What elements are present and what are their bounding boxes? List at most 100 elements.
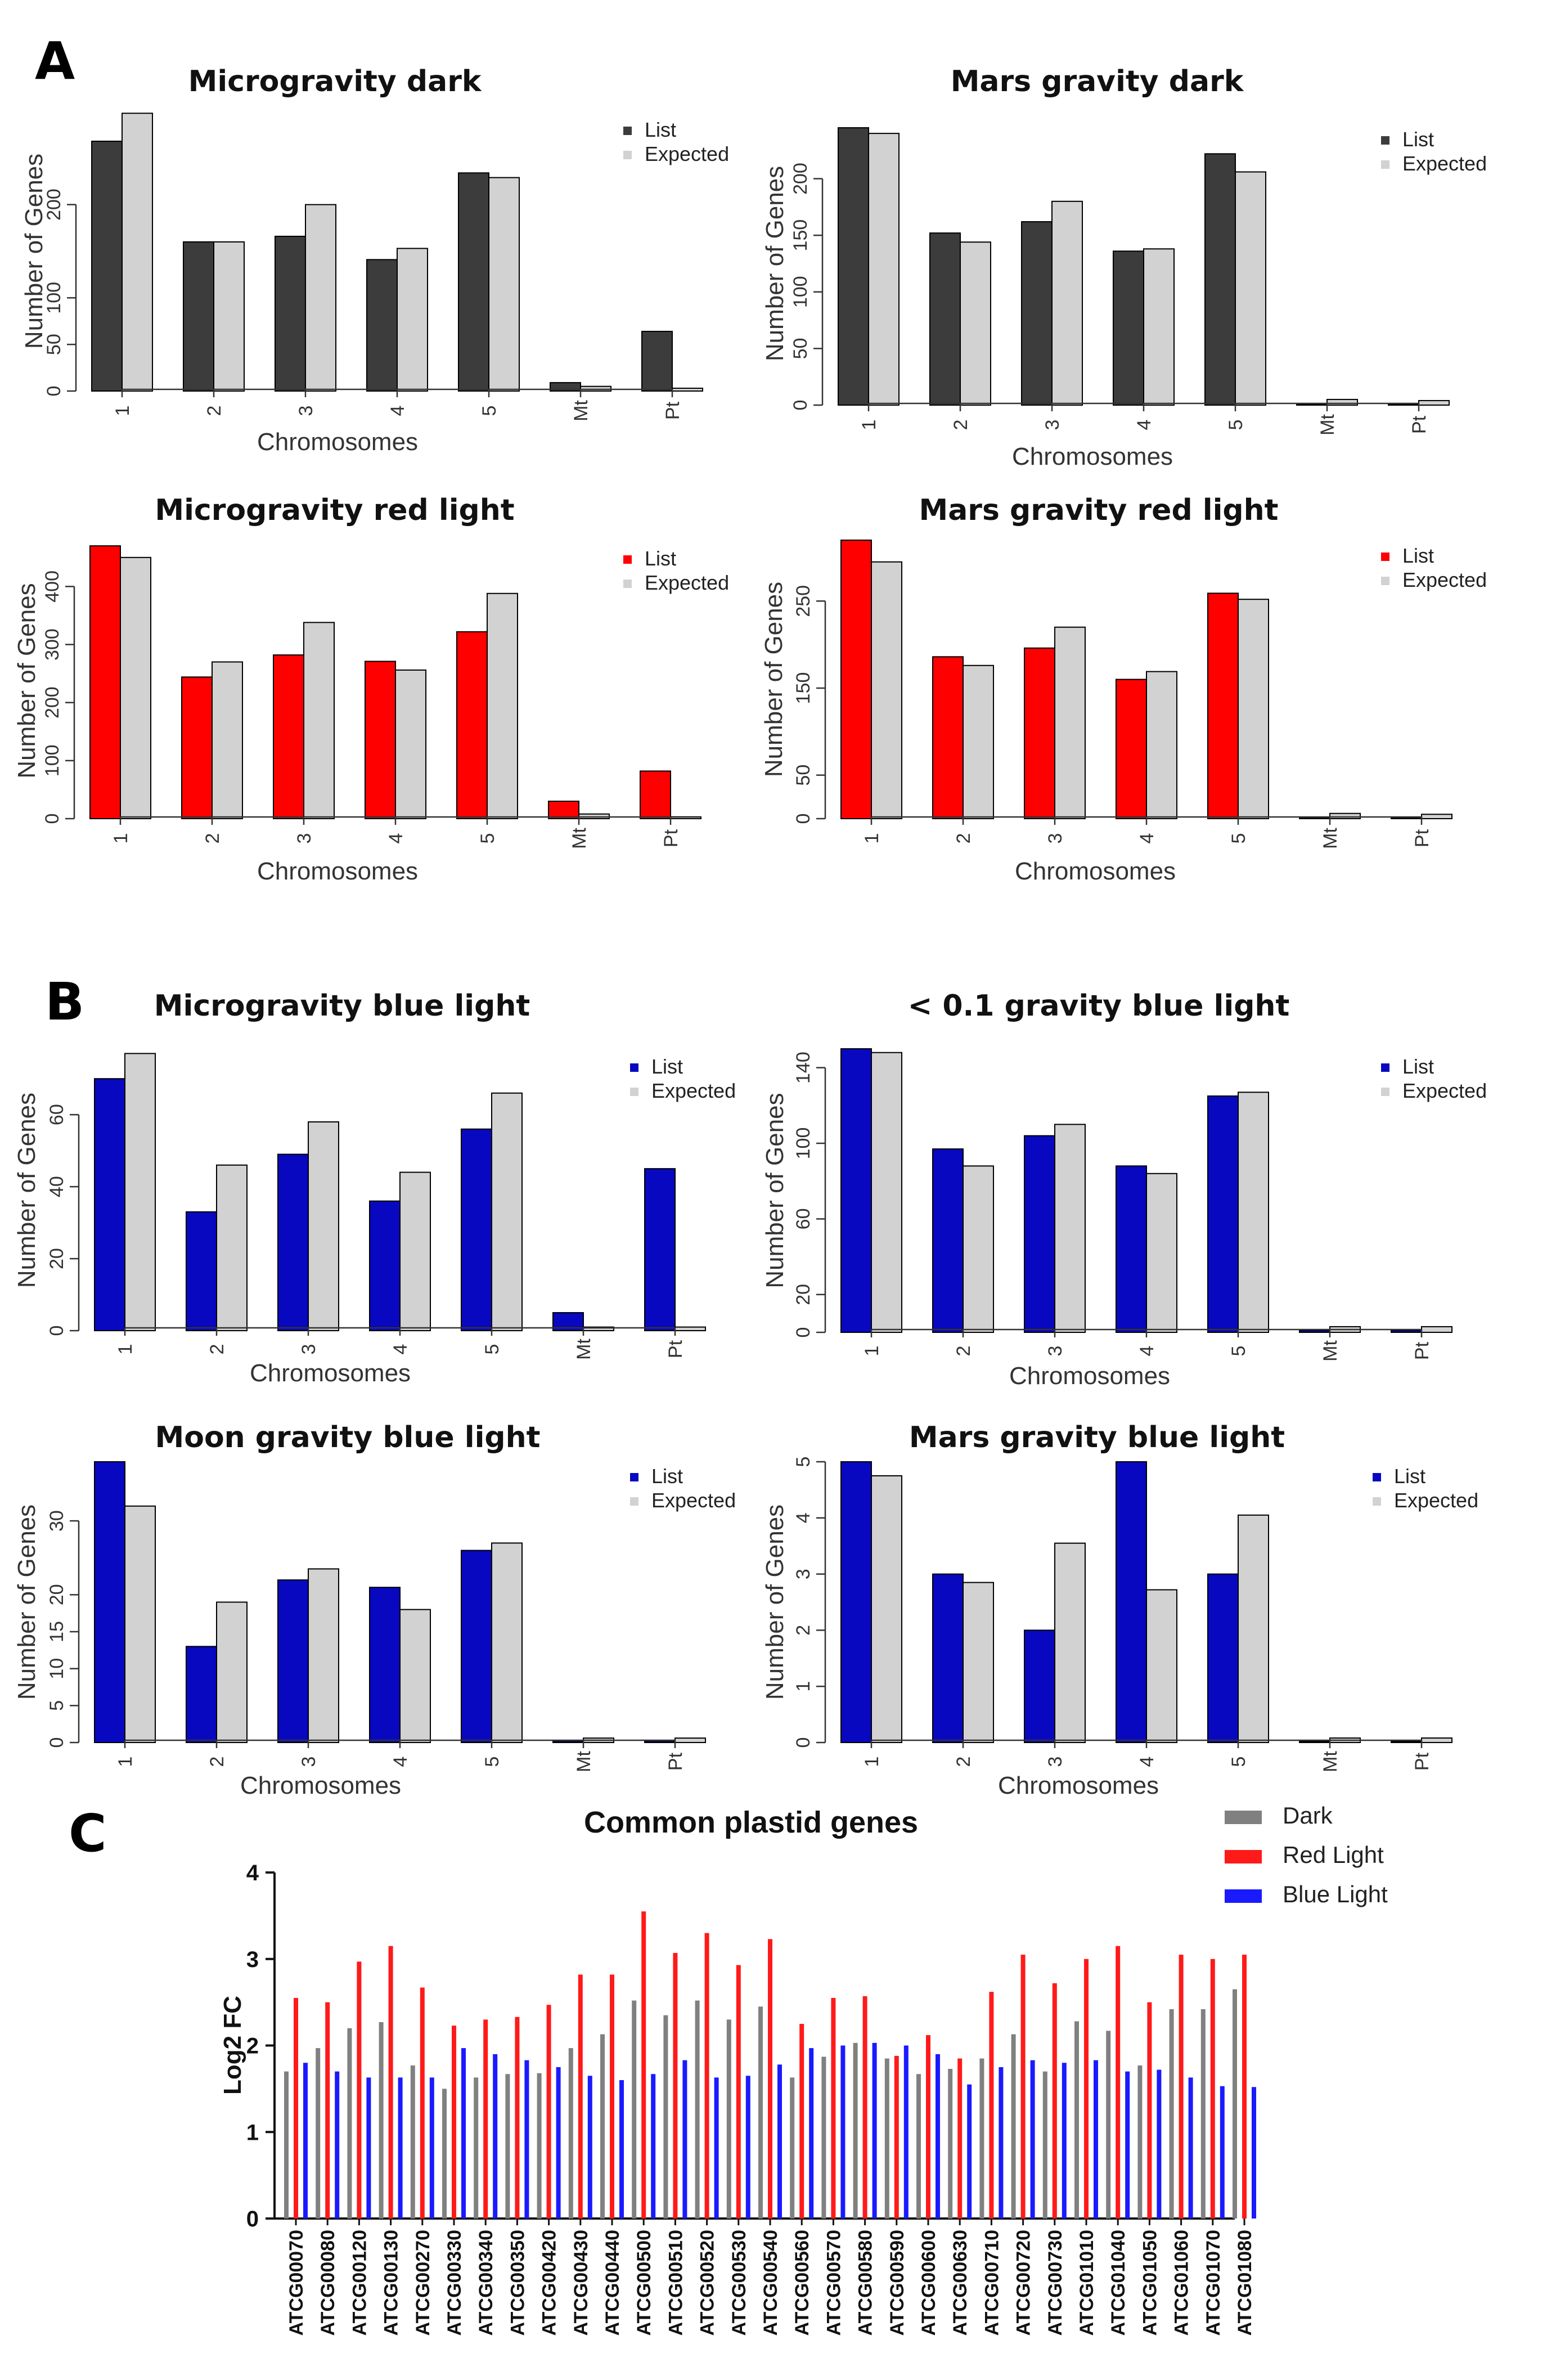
bar-list-5 <box>456 631 488 819</box>
bar-list-5 <box>1207 1573 1239 1744</box>
legend-swatch-list <box>1381 1063 1389 1072</box>
bar-red-light-atcg00510 <box>673 1952 678 2219</box>
bar-list-1 <box>840 1048 872 1333</box>
y-tick-label: 0 <box>46 1326 68 1336</box>
bar-blue-light-atcg00430 <box>587 2076 592 2219</box>
legend-label-expected: Expected <box>651 1489 736 1512</box>
bar-dark-atcg00710 <box>979 2058 984 2219</box>
bar-expected-1 <box>871 1475 902 1743</box>
legend-label-expected: Expected <box>645 142 729 165</box>
x-tick-label: ATCG00520 <box>697 2230 718 2336</box>
x-tick-label: ATCG01050 <box>1139 2230 1161 2336</box>
chart-lt01-blue: < 0.1 gravity blue light 0 20 60 100 140Numbe… <box>761 989 1487 1390</box>
bar-expected-5 <box>1238 1092 1269 1333</box>
y-tick-label: 30 <box>46 1510 68 1532</box>
bar-expected-1 <box>124 1505 156 1744</box>
bar-blue-light-atcg00270 <box>429 2077 434 2219</box>
bar-red-light-atcg00570 <box>831 1997 836 2219</box>
bar-list-2 <box>186 1211 217 1331</box>
x-tick-label: ATCG01080 <box>1234 2230 1256 2336</box>
bar-blue-light-atcg00600 <box>936 2054 940 2219</box>
bar-expected-1 <box>868 133 900 406</box>
x-tick-label: ATCG01060 <box>1171 2230 1193 2336</box>
x-tick-label: 2 <box>206 1757 228 1767</box>
bar-red-light-atcg01060 <box>1179 1955 1184 2219</box>
legend-label-expected: Expected <box>1402 1079 1487 1102</box>
bar-list-2 <box>929 232 961 406</box>
bar-list-3 <box>1021 221 1053 406</box>
legend-swatch-list <box>623 555 632 564</box>
bar-expected-2 <box>963 1582 994 1744</box>
x-tick-label: ATCG00600 <box>918 2230 939 2336</box>
bar-blue-light-atcg00500 <box>651 2074 656 2219</box>
y-tick-label: 20 <box>46 1248 68 1269</box>
bar-red-light-atcg01080 <box>1242 1955 1247 2219</box>
chart-micro-red: Microgravity red light 0 100 200 300 400Numbe… <box>13 493 729 885</box>
legend-swatch-expected <box>1381 1088 1389 1096</box>
legend-swatch-blue-light <box>1225 1889 1262 1903</box>
legend-label-list: List <box>651 1055 683 1078</box>
x-tick-label: 3 <box>1045 1346 1066 1357</box>
bar-list-mt <box>1299 1330 1330 1333</box>
bar-dark-atcg00340 <box>474 2077 479 2219</box>
legend-swatch-red-light <box>1225 1850 1262 1863</box>
bar-blue-light-atcg00530 <box>745 2076 750 2219</box>
x-axis-label: Chromosomes <box>1012 443 1173 470</box>
bar-red-light-atcg00080 <box>325 2002 330 2219</box>
bar-list-3 <box>1024 1135 1055 1333</box>
x-tick-label: ATCG00420 <box>539 2230 560 2336</box>
legend-label-list: List <box>1402 544 1434 567</box>
bar-expected-4 <box>395 669 426 819</box>
x-tick-label: ATCG00540 <box>760 2230 781 2336</box>
bar-expected-mt <box>1329 812 1361 819</box>
bar-list-pt <box>644 1168 676 1332</box>
y-tick-label: 150 <box>793 672 814 704</box>
bar-expected-2 <box>216 1601 248 1743</box>
bar-red-light-atcg00630 <box>957 2058 963 2219</box>
bar-dark-atcg01010 <box>1074 2021 1079 2219</box>
bar-expected-4 <box>1146 1589 1177 1743</box>
bar-red-light-atcg00560 <box>799 2024 804 2219</box>
bar-expected-3 <box>303 622 335 819</box>
chart-title: < 0.1 gravity blue light <box>908 989 1290 1023</box>
bar-blue-light-atcg00630 <box>967 2084 972 2219</box>
bar-list-5 <box>458 172 489 392</box>
y-tick-label: 2 <box>246 2034 259 2059</box>
panel-label-b: B <box>45 972 84 1032</box>
bar-list-pt <box>641 330 673 392</box>
x-tick-label: Mt <box>569 828 590 849</box>
bar-red-light-atcg00520 <box>704 1933 709 2219</box>
bar-list-3 <box>1024 647 1055 819</box>
bar-red-light-atcg00120 <box>357 1961 362 2219</box>
bar-expected-5 <box>491 1542 523 1743</box>
x-tick-label: 5 <box>1228 833 1249 844</box>
x-tick-label: 2 <box>206 1344 228 1355</box>
y-axis-label: Number of Genes <box>760 582 788 777</box>
bar-list-1 <box>840 540 872 819</box>
bar-list-4 <box>365 661 396 820</box>
bar-red-light-atcg01050 <box>1147 2002 1152 2219</box>
legend-swatch-list <box>623 127 632 135</box>
bar-dark-atcg00330 <box>442 2089 447 2219</box>
y-axis-label: Number of Genes <box>13 1093 41 1288</box>
x-axis-label: Chromosomes <box>257 428 418 456</box>
bar-list-1 <box>838 127 869 406</box>
x-tick-label: ATCG01010 <box>1076 2230 1098 2336</box>
bar-expected-pt <box>1421 1326 1452 1333</box>
bar-list-pt <box>1391 1741 1422 1743</box>
bar-list-5 <box>461 1128 492 1331</box>
x-tick-label: ATCG00330 <box>444 2230 465 2336</box>
x-tick-label: 1 <box>861 833 883 844</box>
bar-list-pt <box>1388 403 1419 406</box>
x-axis-label: Chromosomes <box>250 1359 411 1387</box>
bar-dark-atcg00070 <box>284 2071 289 2219</box>
bar-expected-3 <box>1054 1124 1086 1333</box>
bar-dark-atcg00130 <box>379 2022 384 2219</box>
bar-expected-2 <box>963 664 994 819</box>
bar-list-2 <box>181 676 213 819</box>
bar-dark-atcg00500 <box>632 2000 637 2219</box>
x-tick-label: ATCG00500 <box>633 2230 655 2336</box>
x-tick-label: 4 <box>1134 420 1155 430</box>
bar-dark-atcg00420 <box>537 2073 542 2219</box>
